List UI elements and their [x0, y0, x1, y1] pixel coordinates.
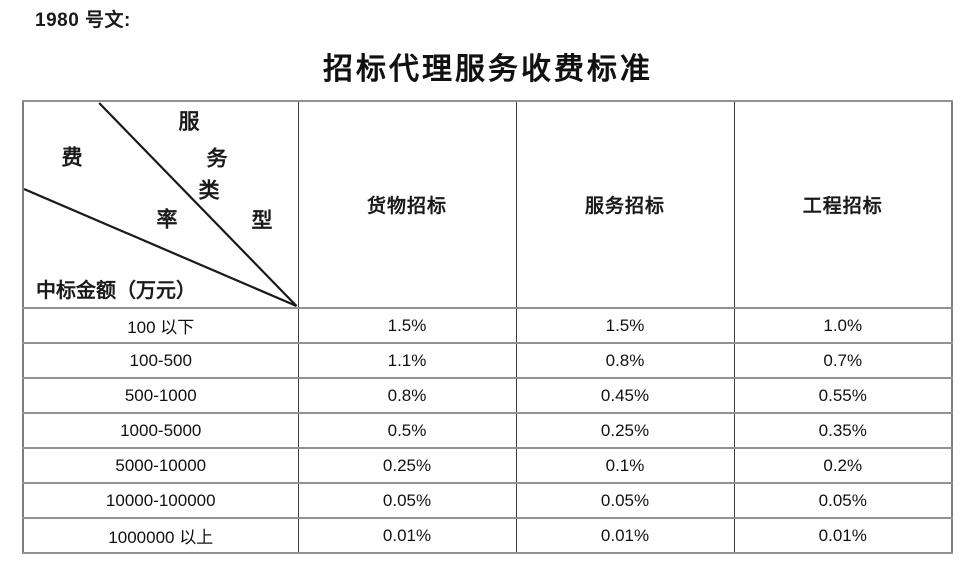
diagonal-divider-lines	[24, 103, 297, 306]
column-header-goods: 货物招标	[297, 100, 517, 309]
table-row: 1000-5000 0.5% 0.25% 0.35%	[22, 412, 953, 449]
fee-cell: 1.5%	[297, 307, 517, 344]
table-row: 100 以下 1.5% 1.5% 1.0%	[22, 307, 953, 344]
fee-cell: 0.25%	[515, 412, 735, 449]
row-range-label: 1000000 以上	[22, 517, 299, 554]
fee-cell: 0.8%	[297, 377, 517, 414]
column-header-engineering: 工程招标	[733, 100, 953, 309]
table-row: 500-1000 0.8% 0.45% 0.55%	[22, 377, 953, 414]
corner-service-type-char: 务	[206, 146, 228, 171]
row-range-label: 100-500	[22, 342, 299, 379]
table-row: 100-500 1.1% 0.8% 0.7%	[22, 342, 953, 379]
table-header-row: 服 务 类 型 费 率 中标金额（万元） 货物招标 服务招标 工程招标	[22, 100, 953, 309]
corner-fee-rate-char: 率	[156, 207, 178, 232]
row-range-label: 5000-10000	[22, 447, 299, 484]
table-row: 5000-10000 0.25% 0.1% 0.2%	[22, 447, 953, 484]
fee-cell: 0.7%	[733, 342, 953, 379]
fee-cell: 0.5%	[297, 412, 517, 449]
row-range-label: 500-1000	[22, 377, 299, 414]
column-header-service: 服务招标	[515, 100, 735, 309]
fee-cell: 0.2%	[733, 447, 953, 484]
fee-cell: 0.05%	[297, 482, 517, 519]
fee-cell: 1.0%	[733, 307, 953, 344]
fee-cell: 0.05%	[733, 482, 953, 519]
row-range-label: 100 以下	[22, 307, 299, 344]
fee-cell: 0.45%	[515, 377, 735, 414]
table-row: 1000000 以上 0.01% 0.01% 0.01%	[22, 517, 953, 554]
row-range-label: 1000-5000	[22, 412, 299, 449]
corner-amount-label: 中标金额（万元）	[36, 280, 196, 302]
fee-cell: 0.25%	[297, 447, 517, 484]
fee-cell: 0.01%	[515, 517, 735, 554]
page-title: 招标代理服务收费标准	[323, 53, 653, 86]
corner-fee-rate-char: 费	[61, 145, 83, 170]
corner-service-type-char: 型	[251, 208, 273, 233]
corner-service-type-char: 类	[198, 178, 220, 203]
fee-cell: 0.1%	[515, 447, 735, 484]
fee-cell: 0.8%	[515, 342, 735, 379]
row-range-label: 10000-100000	[22, 482, 299, 519]
fee-cell: 0.55%	[733, 377, 953, 414]
corner-service-type-char: 服	[178, 109, 200, 134]
table-corner-cell: 服 务 类 型 费 率 中标金额（万元）	[22, 100, 299, 309]
doc-number: 1980 号文:	[35, 10, 131, 31]
fee-cell: 0.01%	[733, 517, 953, 554]
fee-cell: 0.05%	[515, 482, 735, 519]
fee-cell: 1.5%	[515, 307, 735, 344]
fee-cell: 0.01%	[297, 517, 517, 554]
fee-cell: 1.1%	[297, 342, 517, 379]
table-row: 10000-100000 0.05% 0.05% 0.05%	[22, 482, 953, 519]
fee-table: 服 务 类 型 费 率 中标金额（万元） 货物招标 服务招标 工程招标 100 …	[22, 100, 953, 554]
fee-cell: 0.35%	[733, 412, 953, 449]
